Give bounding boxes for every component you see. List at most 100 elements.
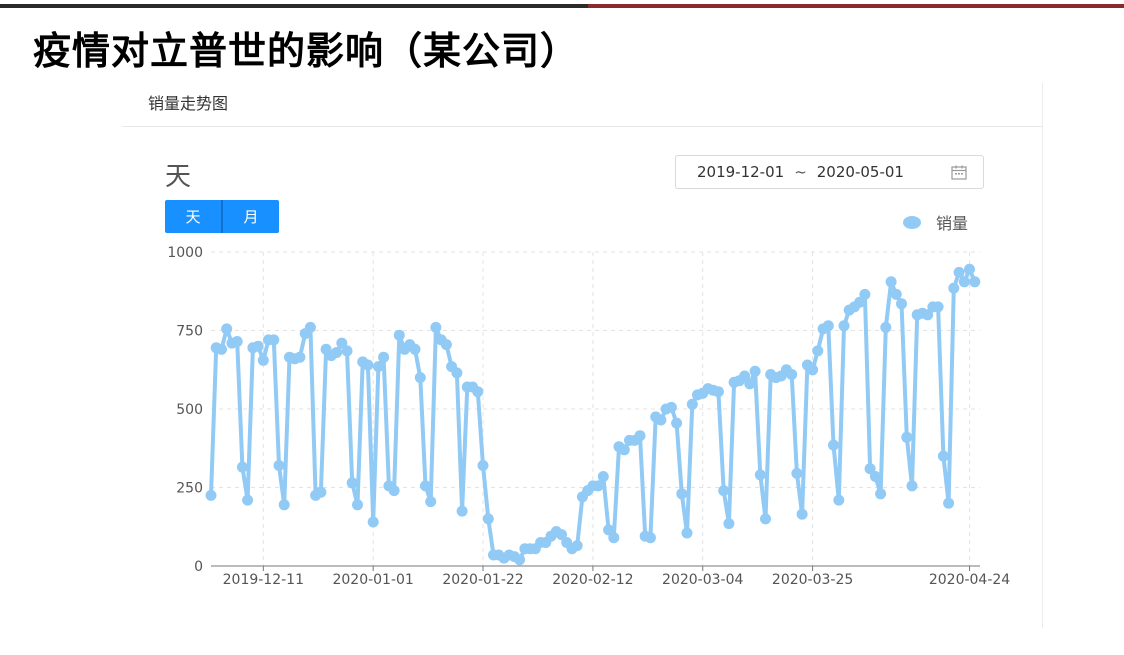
data-point xyxy=(665,401,677,413)
data-point xyxy=(341,345,353,357)
data-point xyxy=(932,301,944,313)
y-tick-label: 1000 xyxy=(167,245,203,261)
data-point xyxy=(869,471,881,482)
data-point xyxy=(754,469,766,481)
data-point xyxy=(414,372,426,384)
data-point xyxy=(514,554,526,566)
data-point xyxy=(472,386,484,398)
y-tick-label: 0 xyxy=(194,559,203,575)
data-point xyxy=(331,347,343,358)
data-point xyxy=(440,339,452,351)
data-point xyxy=(608,532,620,544)
x-tick-label: 2020-03-25 xyxy=(772,572,853,588)
legend-label: 销量 xyxy=(936,214,969,233)
data-point xyxy=(252,340,264,352)
data-point xyxy=(352,499,363,511)
card-divider xyxy=(122,126,1043,127)
y-tick-label: 750 xyxy=(176,324,203,340)
data-point xyxy=(864,463,876,475)
date-range-end[interactable]: 2020-05-01 xyxy=(816,163,904,181)
data-point xyxy=(456,505,468,517)
data-point xyxy=(937,450,949,462)
x-axis: 2019-12-11 2020-01-01 2020-01-22 2020-02-12… xyxy=(211,565,1010,588)
data-point xyxy=(964,263,975,275)
data-point xyxy=(556,529,567,541)
data-point xyxy=(655,414,667,426)
data-point xyxy=(749,365,761,377)
data-point xyxy=(618,444,630,456)
data-point xyxy=(796,508,808,520)
data-point xyxy=(875,488,887,500)
data-point xyxy=(409,343,421,355)
y-tick-label: 250 xyxy=(176,481,203,497)
date-range-picker[interactable]: 2019-12-01 ~ 2020-05-01 xyxy=(675,155,984,189)
y-tick-label: 500 xyxy=(176,402,203,418)
y-axis: 0 250 500 750 1000 xyxy=(167,245,203,575)
data-point xyxy=(482,513,494,525)
series-sales xyxy=(205,263,981,566)
data-point xyxy=(712,386,724,398)
x-tick-label: 2020-02-12 xyxy=(552,572,633,588)
data-point xyxy=(943,497,955,509)
legend-dot-icon xyxy=(903,215,921,229)
data-point xyxy=(644,532,656,544)
data-point xyxy=(205,489,217,501)
data-point xyxy=(425,496,437,508)
toggle-day-button[interactable]: 天 xyxy=(165,200,223,233)
data-point xyxy=(922,309,934,321)
data-point xyxy=(812,345,824,357)
data-point xyxy=(760,513,771,525)
data-point xyxy=(378,351,390,363)
data-point xyxy=(294,351,306,363)
x-tick-label: 2020-04-24 xyxy=(929,572,1010,588)
data-point xyxy=(257,354,269,366)
data-point xyxy=(388,485,400,497)
x-tick-label: 2019-12-11 xyxy=(223,572,304,588)
data-point xyxy=(304,321,316,333)
data-point xyxy=(890,288,902,300)
slide-title: 疫情对立普世的影响（某公司） xyxy=(33,29,580,73)
data-point xyxy=(273,460,285,471)
data-point xyxy=(676,488,688,500)
data-point xyxy=(278,499,290,511)
calendar-icon[interactable] xyxy=(951,165,967,180)
data-point xyxy=(896,298,907,310)
data-point xyxy=(901,431,913,443)
data-point xyxy=(880,321,892,333)
data-point xyxy=(969,276,981,288)
data-point xyxy=(681,527,693,539)
toggle-month-button[interactable]: 月 xyxy=(223,200,279,233)
data-point xyxy=(822,320,834,332)
data-point xyxy=(393,329,405,341)
data-point xyxy=(216,343,227,355)
date-range-start[interactable]: 2019-12-01 xyxy=(697,163,785,181)
data-point xyxy=(477,460,489,471)
data-point xyxy=(838,320,850,332)
data-point xyxy=(592,480,604,492)
data-point xyxy=(268,334,280,346)
granularity-label: 天 xyxy=(165,162,192,192)
x-tick-label: 2020-03-04 xyxy=(662,572,743,588)
data-point xyxy=(597,471,609,482)
data-point xyxy=(744,378,756,390)
date-range-separator: ~ xyxy=(794,163,807,181)
x-tick-label: 2020-01-01 xyxy=(332,572,413,588)
data-point xyxy=(739,370,751,382)
data-point xyxy=(723,518,735,530)
data-point xyxy=(854,296,866,308)
data-point xyxy=(718,485,730,497)
data-point xyxy=(451,367,463,379)
data-point xyxy=(807,364,819,376)
title-accent-bar-left xyxy=(0,4,588,8)
data-point xyxy=(828,439,839,451)
data-point xyxy=(315,486,327,498)
data-point xyxy=(362,359,374,371)
data-point xyxy=(346,477,358,489)
data-point xyxy=(221,323,233,335)
data-point xyxy=(671,417,683,429)
chart-legend[interactable]: 销量 xyxy=(903,210,968,234)
x-tick-label: 2020-01-22 xyxy=(442,572,523,588)
data-point xyxy=(231,336,243,347)
data-point xyxy=(634,430,646,442)
